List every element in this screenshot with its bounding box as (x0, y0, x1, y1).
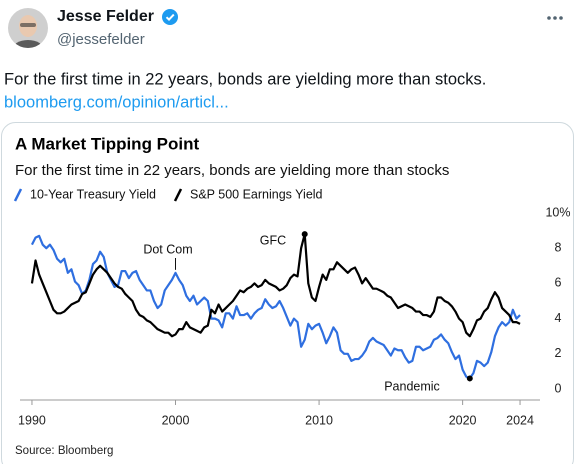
x-tick-label: 2010 (305, 413, 333, 427)
legend-swatch (13, 188, 23, 202)
annotation: GFC (260, 233, 286, 247)
author-name[interactable]: Jesse Felder (57, 8, 154, 25)
x-tick-label: 2020 (449, 413, 477, 427)
legend-label: 10-Year Treasury Yield (30, 187, 156, 201)
post-text: For the first time in 22 years, bonds ar… (4, 70, 486, 88)
chart-source: Source: Bloomberg (15, 445, 113, 457)
series-line (30, 234, 521, 380)
legend-label: S&P 500 Earnings Yield (190, 187, 323, 201)
x-tick-label: 2024 (506, 413, 534, 427)
verified-badge (162, 9, 178, 25)
annotation: Dot Com (143, 242, 192, 256)
y-tick-label: 2 (555, 346, 562, 360)
annotation-dot (466, 375, 473, 382)
annotation-dot (301, 231, 308, 238)
y-tick-label: 8 (555, 240, 562, 254)
x-tick-label: 1990 (18, 413, 46, 427)
more-button[interactable] (547, 16, 563, 20)
series-line (30, 233, 521, 338)
annotation: Pandemic (384, 379, 440, 393)
chart-title: A Market Tipping Point (15, 134, 200, 153)
y-tick-label: 6 (555, 276, 562, 290)
media-card[interactable] (1, 122, 574, 464)
legend-swatch (173, 188, 183, 202)
author-handle[interactable]: @jessefelder (57, 31, 145, 48)
y-tick-label: 0 (555, 381, 562, 395)
post-link[interactable]: bloomberg.com/opinion/articl... (4, 93, 229, 111)
y-tick-label: 10% (545, 205, 570, 219)
chart-subtitle: For the first time in 22 years, bonds ar… (15, 162, 449, 179)
avatar[interactable] (8, 8, 48, 60)
y-tick-label: 4 (555, 311, 562, 325)
x-tick-label: 2000 (162, 413, 190, 427)
